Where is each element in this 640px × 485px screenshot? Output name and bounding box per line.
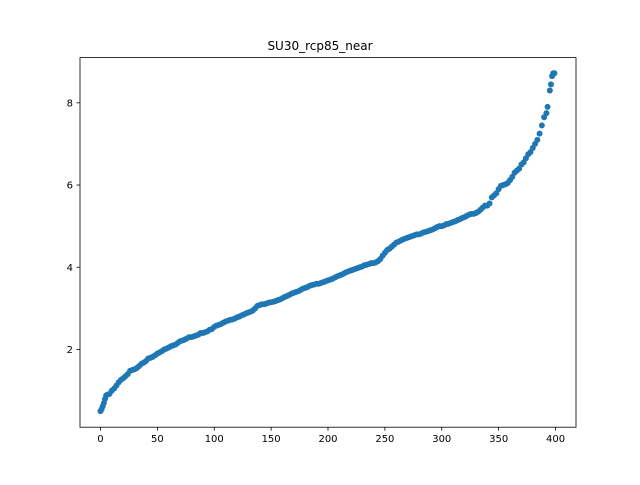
x-tick-label: 200 [318, 434, 337, 445]
x-tick-label: 250 [375, 434, 394, 445]
y-tick-label: 4 [67, 263, 73, 274]
data-point [543, 110, 550, 117]
x-axis-ticks: 0 50 100 150 200 250 300 350 400 [97, 427, 565, 445]
x-tick-label: 50 [151, 434, 164, 445]
chart-title: SU30_rcp85_near [267, 39, 372, 53]
x-tick-label: 400 [546, 434, 565, 445]
data-point [551, 70, 558, 77]
x-tick-label: 350 [489, 434, 508, 445]
x-tick-label: 150 [262, 434, 281, 445]
data-point [546, 87, 553, 94]
data-points [97, 70, 558, 415]
plot-frame [79, 57, 577, 428]
y-tick-label: 2 [67, 345, 73, 356]
y-tick-label: 6 [67, 181, 73, 192]
data-point [486, 200, 493, 207]
x-tick-label: 100 [205, 434, 224, 445]
data-point [547, 81, 554, 88]
x-tick-label: 0 [97, 434, 103, 445]
data-point [536, 130, 543, 137]
data-point [538, 122, 545, 129]
data-point [544, 103, 551, 110]
data-point [534, 136, 541, 143]
y-tick-label: 8 [67, 98, 73, 109]
y-axis-ticks: 2 4 6 8 [67, 98, 80, 356]
x-tick-label: 300 [432, 434, 451, 445]
